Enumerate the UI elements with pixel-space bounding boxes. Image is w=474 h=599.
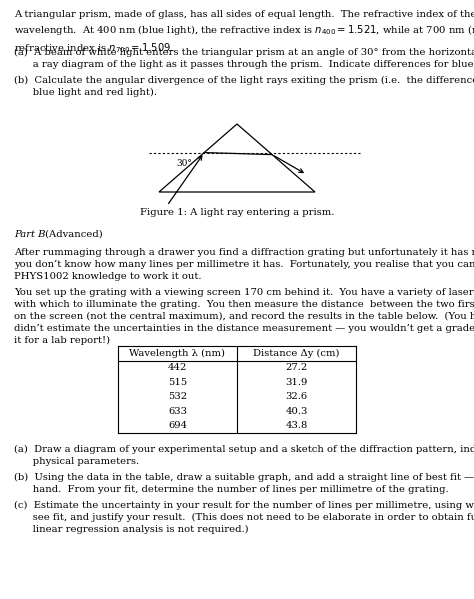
Text: 694: 694 [168,421,187,430]
Text: A triangular prism, made of glass, has all sides of equal length.  The refractiv: A triangular prism, made of glass, has a… [14,10,474,55]
Text: 31.9: 31.9 [285,378,308,387]
Text: 633: 633 [168,407,187,416]
Text: Figure 1: A light ray entering a prism.: Figure 1: A light ray entering a prism. [140,208,334,217]
Text: (Advanced): (Advanced) [42,230,103,239]
Text: (c)  Estimate the uncertainty in your result for the number of lines per millime: (c) Estimate the uncertainty in your res… [14,501,474,534]
Text: Wavelength λ (nm): Wavelength λ (nm) [129,349,226,358]
Text: 30°: 30° [176,159,192,168]
Text: 40.3: 40.3 [285,407,308,416]
Text: (a)  Draw a diagram of your experimental setup and a sketch of the diffraction p: (a) Draw a diagram of your experimental … [14,445,474,466]
Text: You set up the grating with a viewing screen 170 cm behind it.  You have a varie: You set up the grating with a viewing sc… [14,288,474,344]
Text: 27.2: 27.2 [285,363,308,372]
Text: 515: 515 [168,378,187,387]
Text: 43.8: 43.8 [285,421,308,430]
Text: After rummaging through a drawer you find a diffraction grating but unfortunatel: After rummaging through a drawer you fin… [14,248,474,280]
Text: (b)  Calculate the angular divergence of the light rays exiting the prism (i.e. : (b) Calculate the angular divergence of … [14,76,474,97]
Text: (b)  Using the data in the table, draw a suitable graph, and add a straight line: (b) Using the data in the table, draw a … [14,473,474,494]
Text: 532: 532 [168,392,187,401]
Text: (a)  A beam of white light enters the triangular prism at an angle of 30° from t: (a) A beam of white light enters the tri… [14,48,474,69]
Text: Distance Δy (cm): Distance Δy (cm) [253,349,340,358]
Text: 442: 442 [168,363,187,372]
Text: Part B: Part B [14,230,46,239]
Text: 32.6: 32.6 [285,392,308,401]
